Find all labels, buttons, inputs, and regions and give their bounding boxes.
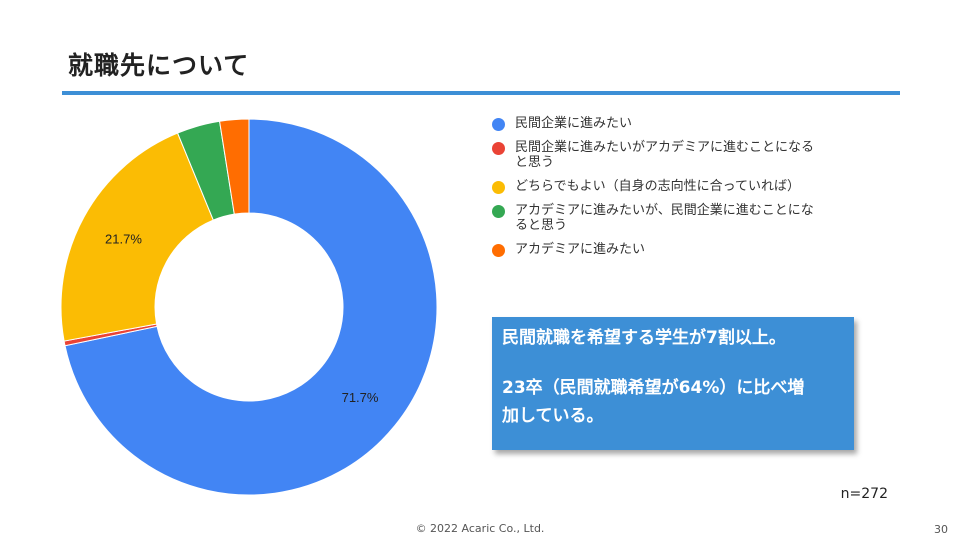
sample-size: n=272 <box>840 486 888 502</box>
donut-slice-2 <box>60 132 214 342</box>
callout-line-1: 民間就職を希望する学生が7割以上。 <box>502 328 786 348</box>
callout-line-2: 23卒（民間就職希望が64%）に比べ増 <box>502 378 805 398</box>
legend-swatch-0 <box>492 118 505 131</box>
donut-chart: 71.7% 21.7% <box>60 118 438 496</box>
copyright-footer: © 2022 Acaric Co., Ltd. <box>415 522 545 535</box>
legend-label-4: アカデミアに進みたい <box>515 242 646 257</box>
legend-swatch-4 <box>492 244 505 257</box>
title-underline <box>62 91 900 95</box>
slice-label-2: 21.7% <box>105 232 142 247</box>
legend-item-0: 民間企業に進みたい <box>492 116 822 131</box>
legend-label-3: アカデミアに進みたいが、民間企業に進むことになると思う <box>515 203 814 233</box>
legend-label-2: どちらでもよい（自身の志向性に合っていれば） <box>515 179 800 194</box>
legend-label-0: 民間企業に進みたい <box>515 116 633 131</box>
legend-item-4: アカデミアに進みたい <box>492 242 822 257</box>
legend-item-3: アカデミアに進みたいが、民間企業に進むことになると思う <box>492 203 822 233</box>
summary-callout: 民間就職を希望する学生が7割以上。 23卒（民間就職希望が64%）に比べ増 加し… <box>492 317 854 450</box>
callout-line-3: 加している。 <box>502 406 604 426</box>
legend-item-2: どちらでもよい（自身の志向性に合っていれば） <box>492 179 822 194</box>
donut-slice-0 <box>64 118 438 496</box>
legend-swatch-3 <box>492 205 505 218</box>
page-number: 30 <box>934 523 948 536</box>
chart-legend: 民間企業に進みたい民間企業に進みたいがアカデミアに進むことになると思うどちらでも… <box>492 116 822 266</box>
legend-item-1: 民間企業に進みたいがアカデミアに進むことになると思う <box>492 140 822 170</box>
legend-swatch-2 <box>492 181 505 194</box>
legend-label-1: 民間企業に進みたいがアカデミアに進むことになると思う <box>515 140 815 170</box>
slide-title: 就職先について <box>68 51 250 80</box>
legend-swatch-1 <box>492 142 505 155</box>
donut-slice-4 <box>219 118 250 215</box>
slice-label-0: 71.7% <box>342 390 379 405</box>
